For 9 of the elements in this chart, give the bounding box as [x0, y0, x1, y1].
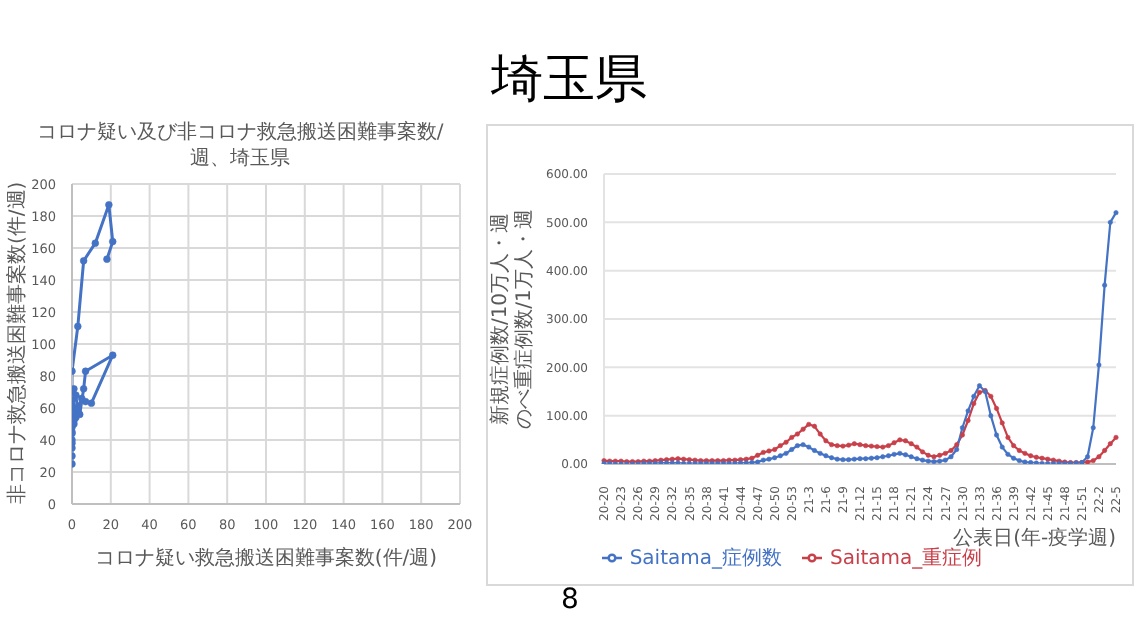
text: 8	[559, 584, 581, 616]
text: 埼玉県	[489, 48, 649, 114]
y-axis-title: 非コロナ救急搬送困難事案数(件/週)	[5, 181, 30, 504]
x-axis-title: 公表日(年-疫学週)	[953, 526, 1117, 550]
legend-label: Saitama_重症例	[830, 548, 983, 570]
y-axis-title: 新規症例数/10万人・週のべ重症例数/1万人・週	[488, 209, 536, 429]
x-axis-title: コロナ疑い救急搬送困難事案数(件/週)	[94, 546, 438, 570]
legend-label: Saitama_症例数	[629, 548, 782, 570]
chart-title: コロナ疑い及び非コロナ救急搬送困難事案数/週、埼玉県	[34, 120, 446, 172]
